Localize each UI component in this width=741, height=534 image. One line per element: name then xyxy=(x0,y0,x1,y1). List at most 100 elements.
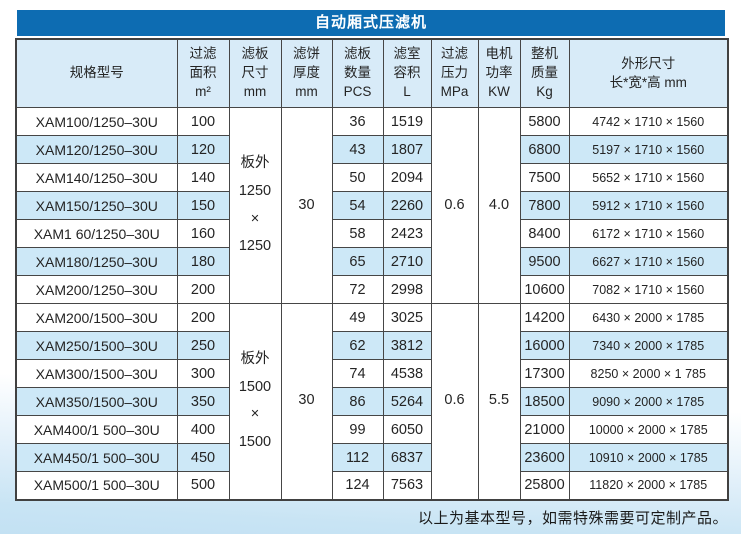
volume-cell: 7563 xyxy=(382,471,432,500)
model-cell: XAM1 60/1250–30U xyxy=(15,219,178,248)
pcs-cell: 86 xyxy=(331,387,384,416)
model-cell: XAM140/1250–30U xyxy=(15,163,178,192)
area-cell: 300 xyxy=(176,359,230,388)
pcs-cell: 49 xyxy=(331,303,384,332)
model-cell: XAM200/1500–30U xyxy=(15,303,178,332)
model-cell: XAM500/1 500–30U xyxy=(15,471,178,500)
dims-cell: 10910 × 2000 × 1785 xyxy=(568,443,729,472)
area-cell: 500 xyxy=(176,471,230,500)
dims-cell: 7340 × 2000 × 1785 xyxy=(568,331,729,360)
volume-cell: 3025 xyxy=(382,303,432,332)
pcs-cell: 54 xyxy=(331,191,384,220)
area-cell: 200 xyxy=(176,275,230,304)
footer-note: 以上为基本型号，如需特殊需要可定制产品。 xyxy=(417,510,728,527)
cake-thickness-cell: 30 xyxy=(280,303,333,500)
dims-cell: 4742 × 1710 × 1560 xyxy=(568,107,729,136)
power-cell: 5.5 xyxy=(477,303,521,500)
column-header-pressure: 过滤 压力 MPa xyxy=(430,38,479,108)
volume-cell: 2423 xyxy=(382,219,432,248)
dims-cell: 6430 × 2000 × 1785 xyxy=(568,303,729,332)
weight-cell: 17300 xyxy=(519,359,570,388)
weight-cell: 10600 xyxy=(519,275,570,304)
table-row: XAM250/1500–30U 250 62 3812 16000 7340 ×… xyxy=(15,331,729,360)
table-title: 自动厢式压滤机 xyxy=(17,10,725,36)
model-cell: XAM250/1500–30U xyxy=(15,331,178,360)
area-cell: 350 xyxy=(176,387,230,416)
column-header-cake-thickness: 滤饼 厚度 mm xyxy=(280,38,333,108)
model-cell: XAM350/1500–30U xyxy=(15,387,178,416)
pcs-cell: 99 xyxy=(331,415,384,444)
volume-cell: 5264 xyxy=(382,387,432,416)
volume-cell: 2260 xyxy=(382,191,432,220)
dims-cell: 9090 × 2000 × 1785 xyxy=(568,387,729,416)
model-cell: XAM200/1250–30U xyxy=(15,275,178,304)
dims-cell: 5652 × 1710 × 1560 xyxy=(568,163,729,192)
weight-cell: 21000 xyxy=(519,415,570,444)
weight-cell: 7800 xyxy=(519,191,570,220)
table-row: XAM150/1250–30U 150 54 2260 7800 5912 × … xyxy=(15,191,729,220)
weight-cell: 6800 xyxy=(519,135,570,164)
model-cell: XAM400/1 500–30U xyxy=(15,415,178,444)
volume-cell: 1807 xyxy=(382,135,432,164)
area-cell: 180 xyxy=(176,247,230,276)
model-cell: XAM120/1250–30U xyxy=(15,135,178,164)
volume-cell: 3812 xyxy=(382,331,432,360)
column-header-power: 电机 功率 KW xyxy=(477,38,521,108)
weight-cell: 5800 xyxy=(519,107,570,136)
weight-cell: 14200 xyxy=(519,303,570,332)
dims-cell: 11820 × 2000 × 1785 xyxy=(568,471,729,500)
weight-cell: 9500 xyxy=(519,247,570,276)
pcs-cell: 112 xyxy=(331,443,384,472)
volume-cell: 4538 xyxy=(382,359,432,388)
volume-cell: 2998 xyxy=(382,275,432,304)
model-cell: XAM150/1250–30U xyxy=(15,191,178,220)
volume-cell: 2710 xyxy=(382,247,432,276)
pcs-cell: 74 xyxy=(331,359,384,388)
model-cell: XAM100/1250–30U xyxy=(15,107,178,136)
power-cell: 4.0 xyxy=(477,107,521,304)
area-cell: 250 xyxy=(176,331,230,360)
weight-cell: 16000 xyxy=(519,331,570,360)
table-row: XAM140/1250–30U 140 50 2094 7500 5652 × … xyxy=(15,163,729,192)
header-row: 规格型号 过滤 面积 m² 滤板 尺寸 mm 滤饼 厚度 mm 滤板 数量 PC… xyxy=(15,38,729,108)
pressure-cell: 0.6 xyxy=(430,303,479,500)
pcs-cell: 72 xyxy=(331,275,384,304)
model-cell: XAM180/1250–30U xyxy=(15,247,178,276)
dims-cell: 7082 × 1710 × 1560 xyxy=(568,275,729,304)
column-header-area: 过滤 面积 m² xyxy=(176,38,230,108)
area-cell: 450 xyxy=(176,443,230,472)
column-header-plate-size: 滤板 尺寸 mm xyxy=(228,38,282,108)
table-row: XAM400/1 500–30U 400 99 6050 21000 10000… xyxy=(15,415,729,444)
area-cell: 400 xyxy=(176,415,230,444)
area-cell: 100 xyxy=(176,107,230,136)
volume-cell: 6837 xyxy=(382,443,432,472)
weight-cell: 18500 xyxy=(519,387,570,416)
model-cell: XAM300/1500–30U xyxy=(15,359,178,388)
area-cell: 150 xyxy=(176,191,230,220)
cake-thickness-cell: 30 xyxy=(280,107,333,304)
plate-size-cell: 板外 1500 × 1500 xyxy=(228,303,282,500)
table-row: XAM200/1500–30U 200 板外 1500 × 1500 30 49… xyxy=(15,303,729,500)
model-cell: XAM450/1 500–30U xyxy=(15,443,178,472)
table-row: XAM200/1250–30U 200 72 2998 10600 7082 ×… xyxy=(15,275,729,304)
dims-cell: 6627 × 1710 × 1560 xyxy=(568,247,729,276)
pcs-cell: 58 xyxy=(331,219,384,248)
column-header-volume: 滤室 容积 L xyxy=(382,38,432,108)
table-row: XAM300/1500–30U 300 74 4538 17300 8250 ×… xyxy=(15,359,729,388)
dims-cell: 6172 × 1710 × 1560 xyxy=(568,219,729,248)
pcs-cell: 50 xyxy=(331,163,384,192)
table-row: XAM1 60/1250–30U 160 58 2423 8400 6172 ×… xyxy=(15,219,729,248)
area-cell: 140 xyxy=(176,163,230,192)
pcs-cell: 124 xyxy=(331,471,384,500)
weight-cell: 25800 xyxy=(519,471,570,500)
column-header-weight: 整机 质量 Kg xyxy=(519,38,570,108)
dims-cell: 8250 × 2000 × 1 785 xyxy=(568,359,729,388)
column-header-pcs: 滤板 数量 PCS xyxy=(331,38,384,108)
spec-table: 规格型号 过滤 面积 m² 滤板 尺寸 mm 滤饼 厚度 mm 滤板 数量 PC… xyxy=(15,38,729,501)
volume-cell: 1519 xyxy=(382,107,432,136)
table-row: XAM120/1250–30U 120 43 1807 6800 5197 × … xyxy=(15,135,729,164)
table-row: XAM450/1 500–30U 450 112 6837 23600 1091… xyxy=(15,443,729,472)
area-cell: 160 xyxy=(176,219,230,248)
pcs-cell: 43 xyxy=(331,135,384,164)
weight-cell: 8400 xyxy=(519,219,570,248)
